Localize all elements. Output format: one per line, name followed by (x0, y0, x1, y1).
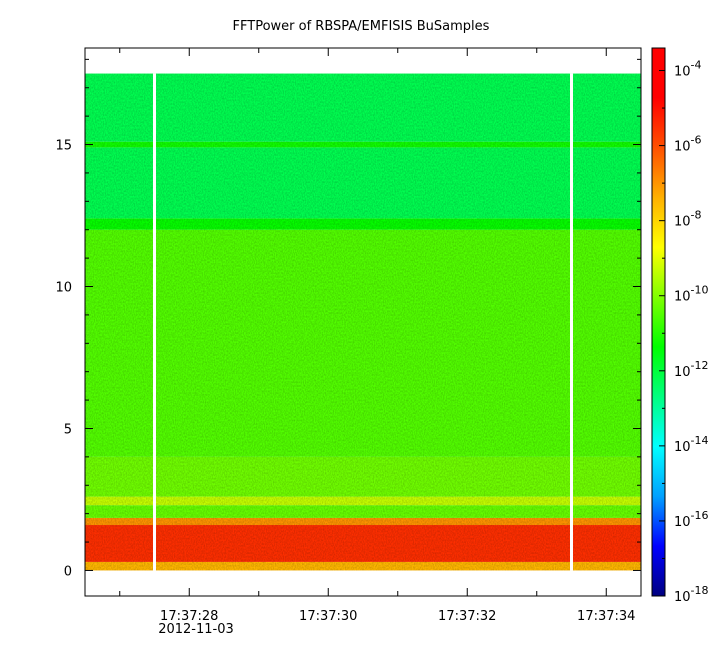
plot-frame (84, 47, 642, 597)
data-gap (153, 73, 156, 571)
colorbar-tick-label: 10-8 (674, 209, 702, 230)
colorbar-tick-label: 10-18 (674, 584, 709, 605)
colorbar-tick-label: 10-14 (674, 434, 709, 455)
x-tick-label: 17:37:32 (438, 609, 496, 624)
data-gaps (153, 73, 573, 571)
colorbar-tick-label: 10-12 (674, 359, 709, 380)
colorbar-gradient (651, 47, 666, 597)
x-axis: 17:37:28 17:37:30 17:37:32 17:37:34 (119, 48, 635, 624)
x-axis-date-label: 2012-11-03 (158, 622, 234, 637)
y-tick-label: 0 (64, 564, 72, 579)
colorbar-ticks: 10-4 10-6 10-8 10-10 10-12 10-14 10-16 10-18 (659, 59, 709, 605)
y-tick-label: 10 (55, 281, 72, 296)
colorbar: 10-4 10-6 10-8 10-10 10-12 10-14 10-16 10-18 (651, 47, 709, 605)
colorbar-tick-label: 10-6 (674, 134, 702, 155)
colorbar-tick-label: 10-16 (674, 509, 709, 530)
plot-area (85, 73, 641, 571)
x-tick-label: 17:37:30 (299, 609, 357, 624)
colorbar-tick-label: 10-10 (674, 284, 709, 305)
y-axis: 0 5 10 15 (55, 58, 641, 579)
spectrogram-bands (85, 73, 641, 571)
colorbar-tick-label: 10-4 (674, 59, 702, 80)
chart-title: FFTPower of RBSPA/EMFISIS BuSamples (233, 19, 490, 34)
data-gap (570, 73, 573, 571)
spectrogram-texture (85, 73, 641, 571)
y-tick-label: 5 (64, 422, 72, 437)
x-tick-label: 17:37:34 (577, 609, 635, 624)
x-tick-label: 17:37:28 (160, 609, 218, 624)
y-tick-label: 15 (55, 139, 72, 154)
